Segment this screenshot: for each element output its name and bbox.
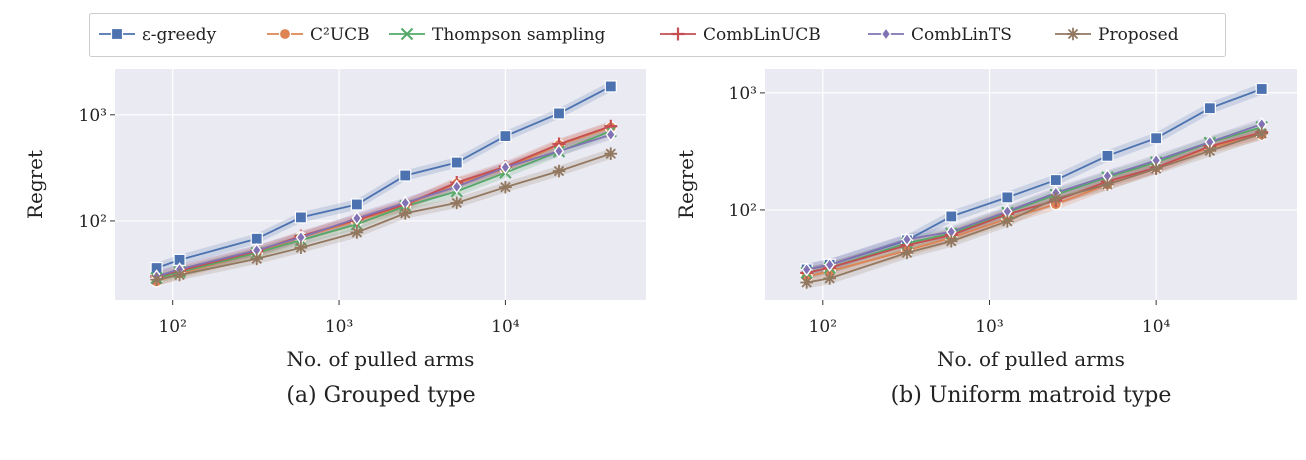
legend-label: CombLinTS — [911, 25, 1012, 45]
data-point — [1150, 132, 1163, 145]
chart-uniform-matroid: 10² 10³ 10⁴ 10² 10³ No. of pulled arms Regret (… — [674, 69, 1297, 408]
data-point — [944, 234, 958, 248]
series-line — [156, 152, 612, 281]
series-line — [156, 133, 612, 278]
y-axis-label: Regret — [23, 150, 47, 219]
confidence-band — [806, 128, 1262, 283]
data-point — [552, 107, 566, 120]
data-point — [901, 232, 913, 247]
data-point — [1049, 173, 1062, 187]
data-point — [900, 246, 914, 260]
x-tick-label: 10³ — [325, 317, 353, 337]
legend-label: ε-greedy — [142, 25, 217, 45]
legend-marker — [110, 27, 124, 41]
legend-frame — [89, 13, 1226, 57]
data-point — [1001, 191, 1014, 204]
data-point — [499, 129, 512, 143]
data-point — [1049, 192, 1063, 205]
panel-caption: (a) Grouped type — [286, 383, 475, 408]
legend-label: Thompson sampling — [432, 25, 606, 45]
legend-entry: CombLinUCB — [660, 25, 821, 45]
data-point — [250, 252, 264, 266]
data-point — [552, 164, 566, 178]
legend-marker — [671, 27, 685, 41]
data-point — [173, 268, 186, 282]
data-point — [945, 210, 958, 223]
confidence-band — [156, 126, 611, 284]
confidence-band — [156, 129, 611, 282]
data-point — [1255, 127, 1269, 140]
x-axis-label: No. of pulled arms — [937, 347, 1125, 371]
data-point — [1203, 102, 1216, 115]
data-point — [604, 80, 617, 93]
legend-entry: C²UCB — [267, 25, 370, 45]
legend-label: C²UCB — [310, 25, 370, 45]
data-point — [800, 276, 813, 289]
confidence-band — [806, 118, 1262, 276]
data-point — [1255, 82, 1268, 96]
legend-entry: ε-greedy — [99, 25, 217, 45]
data-point — [500, 160, 511, 175]
data-point — [824, 257, 835, 273]
series-line — [156, 125, 612, 278]
confidence-band — [806, 83, 1262, 276]
chart-grouped: 10² 10³ 10⁴ 10² 10³ No. of pulled arms Regret (… — [23, 69, 646, 408]
data-point — [250, 232, 263, 245]
legend-marker — [880, 26, 892, 42]
data-point — [351, 211, 363, 226]
panel-caption: (b) Uniform matroid type — [891, 383, 1172, 408]
data-point — [451, 179, 463, 194]
y-tick-label: 10² — [729, 201, 757, 221]
data-point — [294, 211, 308, 224]
confidence-band — [156, 148, 611, 285]
data-point — [398, 207, 412, 220]
x-tick-label: 10³ — [975, 317, 1003, 337]
data-point — [399, 169, 412, 182]
legend: ε-greedy C²UCB Thompson sampling CombLinUCB… — [89, 13, 1226, 57]
data-point — [450, 196, 464, 210]
legend-entry: Proposed — [1055, 25, 1179, 45]
data-point — [604, 147, 618, 160]
legend-label: Proposed — [1098, 25, 1179, 45]
data-point — [801, 262, 812, 277]
series-line — [806, 123, 1262, 271]
data-point — [294, 241, 308, 254]
legend-label: CombLinUCB — [703, 25, 821, 45]
x-axis-label: No. of pulled arms — [287, 347, 475, 371]
data-point — [350, 226, 364, 239]
data-point — [1001, 214, 1014, 228]
y-tick-label: 10³ — [729, 84, 757, 104]
series-line — [156, 85, 612, 269]
data-point — [1101, 149, 1114, 162]
series-line — [806, 132, 1262, 284]
y-tick-label: 10² — [79, 212, 107, 232]
confidence-band — [156, 121, 611, 282]
legend-entry: CombLinTS — [868, 25, 1012, 45]
x-tick-label: 10⁴ — [1142, 317, 1171, 337]
data-point — [605, 127, 617, 142]
legend-marker — [1066, 27, 1080, 41]
data-point — [553, 143, 565, 159]
data-point — [1149, 162, 1163, 176]
data-point — [450, 156, 463, 169]
y-tick-label: 10³ — [79, 106, 107, 126]
data-point — [499, 180, 512, 194]
series-line — [156, 130, 612, 279]
confidence-band — [806, 121, 1262, 279]
legend-entry: Thompson sampling — [389, 25, 606, 45]
legend-marker — [278, 27, 292, 41]
legend-marker — [400, 27, 414, 41]
data-point — [350, 198, 363, 211]
data-point — [1101, 178, 1114, 191]
y-axis-label: Regret — [674, 150, 698, 219]
data-point — [1203, 144, 1217, 158]
data-point — [823, 272, 836, 285]
x-tick-label: 10² — [809, 317, 837, 337]
x-tick-label: 10⁴ — [491, 317, 520, 337]
series-line — [806, 131, 1262, 274]
data-point — [150, 273, 163, 286]
x-tick-label: 10² — [158, 317, 186, 337]
series-line — [806, 126, 1262, 274]
